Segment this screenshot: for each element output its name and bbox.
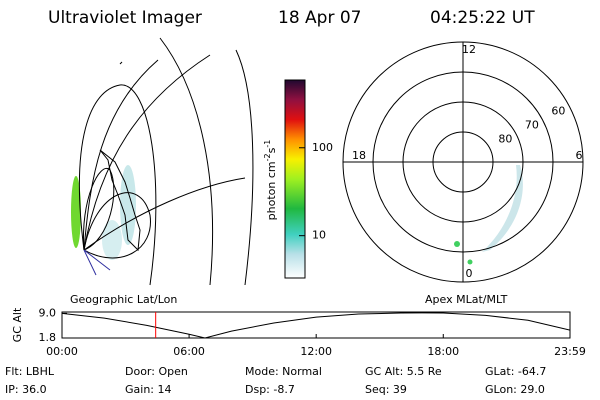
label-part: -2 — [263, 153, 272, 161]
aurora — [454, 241, 460, 247]
info-field: Flt: LBHL — [5, 365, 55, 378]
aurora — [482, 165, 523, 252]
info-field: Seq: 39 — [365, 383, 407, 396]
colorbar — [284, 79, 306, 279]
x-tick-label: 00:00 — [46, 345, 78, 358]
x-tick-label: 18:00 — [427, 345, 459, 358]
meridian — [159, 37, 214, 286]
date: 18 Apr 07 — [278, 8, 361, 28]
colorbar-tick-label: 10 — [312, 229, 326, 242]
x-tick-label: 23:59 — [554, 345, 586, 358]
meridian — [235, 49, 254, 286]
polar-label: Apex MLat/MLT — [425, 293, 508, 306]
mlt-label: 18 — [352, 149, 366, 162]
parallel — [83, 177, 246, 251]
meridian — [78, 84, 157, 286]
aurora — [467, 259, 473, 265]
mlt-label: 0 — [466, 267, 473, 280]
label-part: s — [265, 147, 278, 153]
y-axis-label: GC Alt — [11, 307, 24, 342]
coastline — [99, 149, 141, 252]
mlt-label: 12 — [462, 43, 476, 56]
lat-label: 60 — [551, 104, 565, 117]
aurora — [71, 176, 81, 248]
y-tick-label: 1.8 — [39, 331, 57, 344]
aurora — [120, 165, 136, 245]
parallel — [83, 192, 151, 259]
mlt-label: 6 — [576, 149, 583, 162]
lat-label: 70 — [525, 118, 539, 131]
map-label: Geographic Lat/Lon — [70, 293, 177, 306]
title: Ultraviolet Imager — [48, 8, 202, 28]
y-tick-label: 9.0 — [39, 306, 57, 319]
label-part: -1 — [263, 140, 272, 148]
label-part: photon cm — [265, 161, 278, 220]
x-tick-label: 12:00 — [300, 345, 332, 358]
info-field: IP: 36.0 — [5, 383, 47, 396]
info-field: GC Alt: 5.5 Re — [365, 365, 442, 378]
info-field: Mode: Normal — [245, 365, 322, 378]
info-field: Gain: 14 — [125, 383, 172, 396]
altitude-line — [61, 312, 571, 339]
info-field: Door: Open — [125, 365, 188, 378]
info-field: GLat: -64.7 — [485, 365, 546, 378]
meridian — [83, 54, 211, 251]
map — [71, 37, 254, 286]
lat-label: 80 — [498, 132, 512, 145]
time: 04:25:22 UT — [430, 8, 535, 28]
colorbar-tick-label: 100 — [312, 141, 333, 154]
meridian — [83, 59, 159, 251]
coastline — [83, 249, 111, 276]
info-field: GLon: 29.0 — [485, 383, 545, 396]
aurora — [102, 220, 122, 260]
info-field: Dsp: -8.7 — [245, 383, 295, 396]
x-tick-label: 06:00 — [173, 345, 205, 358]
colorbar-label: photon cm-2s-1 — [263, 140, 278, 221]
